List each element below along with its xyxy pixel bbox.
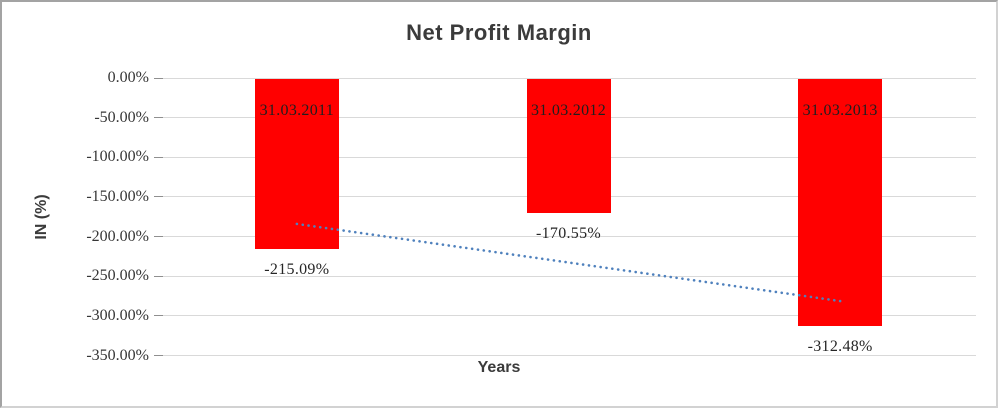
- y-gridline: [161, 355, 976, 356]
- bar-value-label: -312.48%: [807, 337, 873, 355]
- bar: [526, 79, 611, 214]
- y-tick-mark: [154, 275, 163, 277]
- bar-value-label: -170.55%: [535, 225, 602, 243]
- bar-category-label: 31.03.2012: [531, 102, 606, 119]
- y-tick-label: -50.00%: [94, 108, 149, 126]
- bar-category-label: 31.03.2011: [259, 102, 335, 119]
- y-tick-label: -150.00%: [86, 187, 149, 205]
- y-tick-mark: [154, 355, 163, 356]
- y-gridline: [161, 77, 976, 79]
- y-tick-mark: [154, 77, 163, 79]
- bar-category-label: 31.03.2013: [802, 102, 878, 119]
- y-tick-mark: [154, 315, 163, 317]
- y-gridline: [161, 315, 976, 317]
- y-tick-label: 0.00%: [107, 69, 149, 86]
- y-tick-label: -100.00%: [86, 148, 149, 166]
- y-tick-mark: [154, 236, 163, 238]
- y-tick-mark: [154, 196, 163, 198]
- y-tick-label: -200.00%: [86, 227, 149, 245]
- x-axis-title: Years: [477, 359, 521, 376]
- bar-value-label: -215.09%: [264, 260, 330, 278]
- y-axis-title: IN (%): [33, 194, 50, 240]
- y-tick-mark: [154, 156, 163, 158]
- chart-title: Net Profit Margin: [406, 20, 592, 45]
- y-tick-label: -350.00%: [86, 346, 149, 364]
- y-tick-mark: [154, 117, 163, 119]
- bar: [254, 79, 339, 249]
- y-tick-label: -250.00%: [86, 267, 149, 285]
- y-tick-label: -300.00%: [86, 306, 149, 324]
